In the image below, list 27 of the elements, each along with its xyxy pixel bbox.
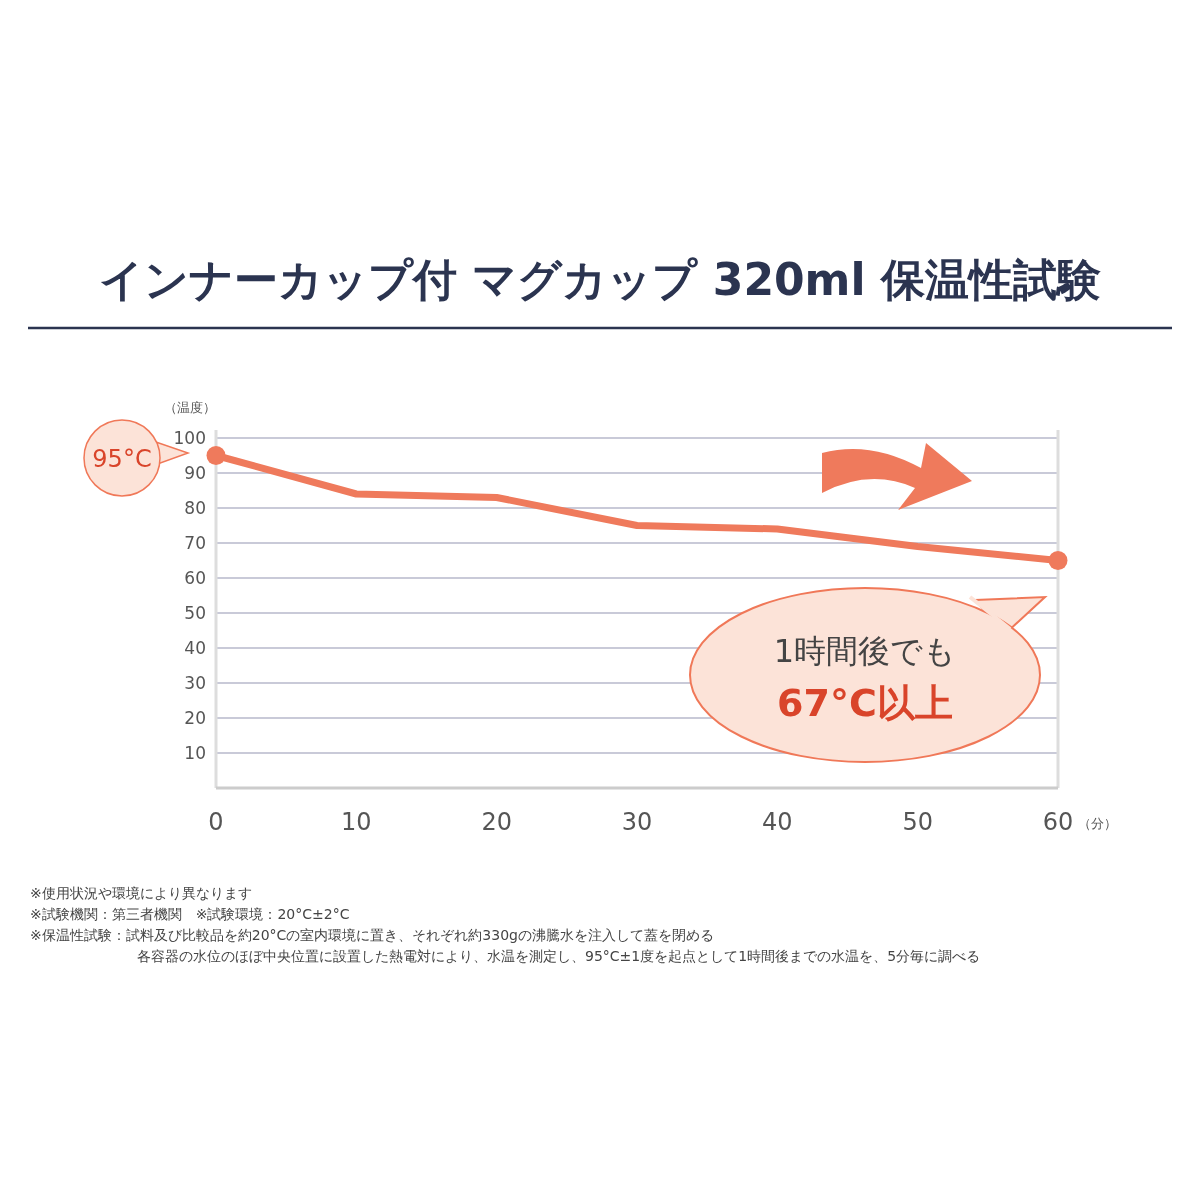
y-tick-label: 60	[184, 568, 206, 588]
y-tick-label: 70	[184, 533, 206, 553]
x-tick-label: 60	[1042, 808, 1074, 836]
x-tick-label: 20	[481, 808, 512, 836]
text: 各容器の水位のほぼ中央位置に設置した熱電対により、水温を測定し、95°C±1度を起点として1時間後までの水温を、5分毎に調べる	[137, 948, 981, 964]
y-tick-label: 90	[184, 463, 206, 483]
y-tick-label: 40	[184, 638, 206, 658]
y-tick-label: 20	[184, 708, 206, 728]
x-tick-label: 10	[341, 808, 372, 836]
y-tick-label: 80	[184, 498, 206, 518]
x-axis-title: （分）	[1078, 816, 1117, 831]
x-tick-label: 30	[621, 808, 653, 836]
annotation: 67°C以上	[777, 681, 953, 725]
text: ※使用状況や環境により異なります	[30, 885, 252, 901]
text: ※保温性試験：試料及び比較品を約20°Cの室内環境に置き、それぞれ約330gの沸騰水を注入して蓋を閉める	[30, 927, 714, 943]
text: 95°C	[92, 445, 152, 473]
annotation: 1時間後でも	[773, 632, 957, 670]
y-axis-title: （温度）	[164, 400, 216, 415]
y-tick-label: 50	[184, 603, 206, 623]
y-tick-label: 10	[184, 743, 206, 763]
text: ※試験機関：第三者機関 ※試験環境：20°C±2°C	[30, 906, 350, 922]
y-tick-label: 100	[173, 428, 206, 448]
chart-title: インナーカップ付 マグカップ 320ml 保温性試験	[99, 254, 1101, 305]
x-tick-label: 40	[762, 808, 793, 836]
y-tick-label: 30	[184, 673, 206, 693]
x-tick-label: 50	[902, 808, 933, 836]
x-tick-label: 0	[208, 808, 224, 836]
